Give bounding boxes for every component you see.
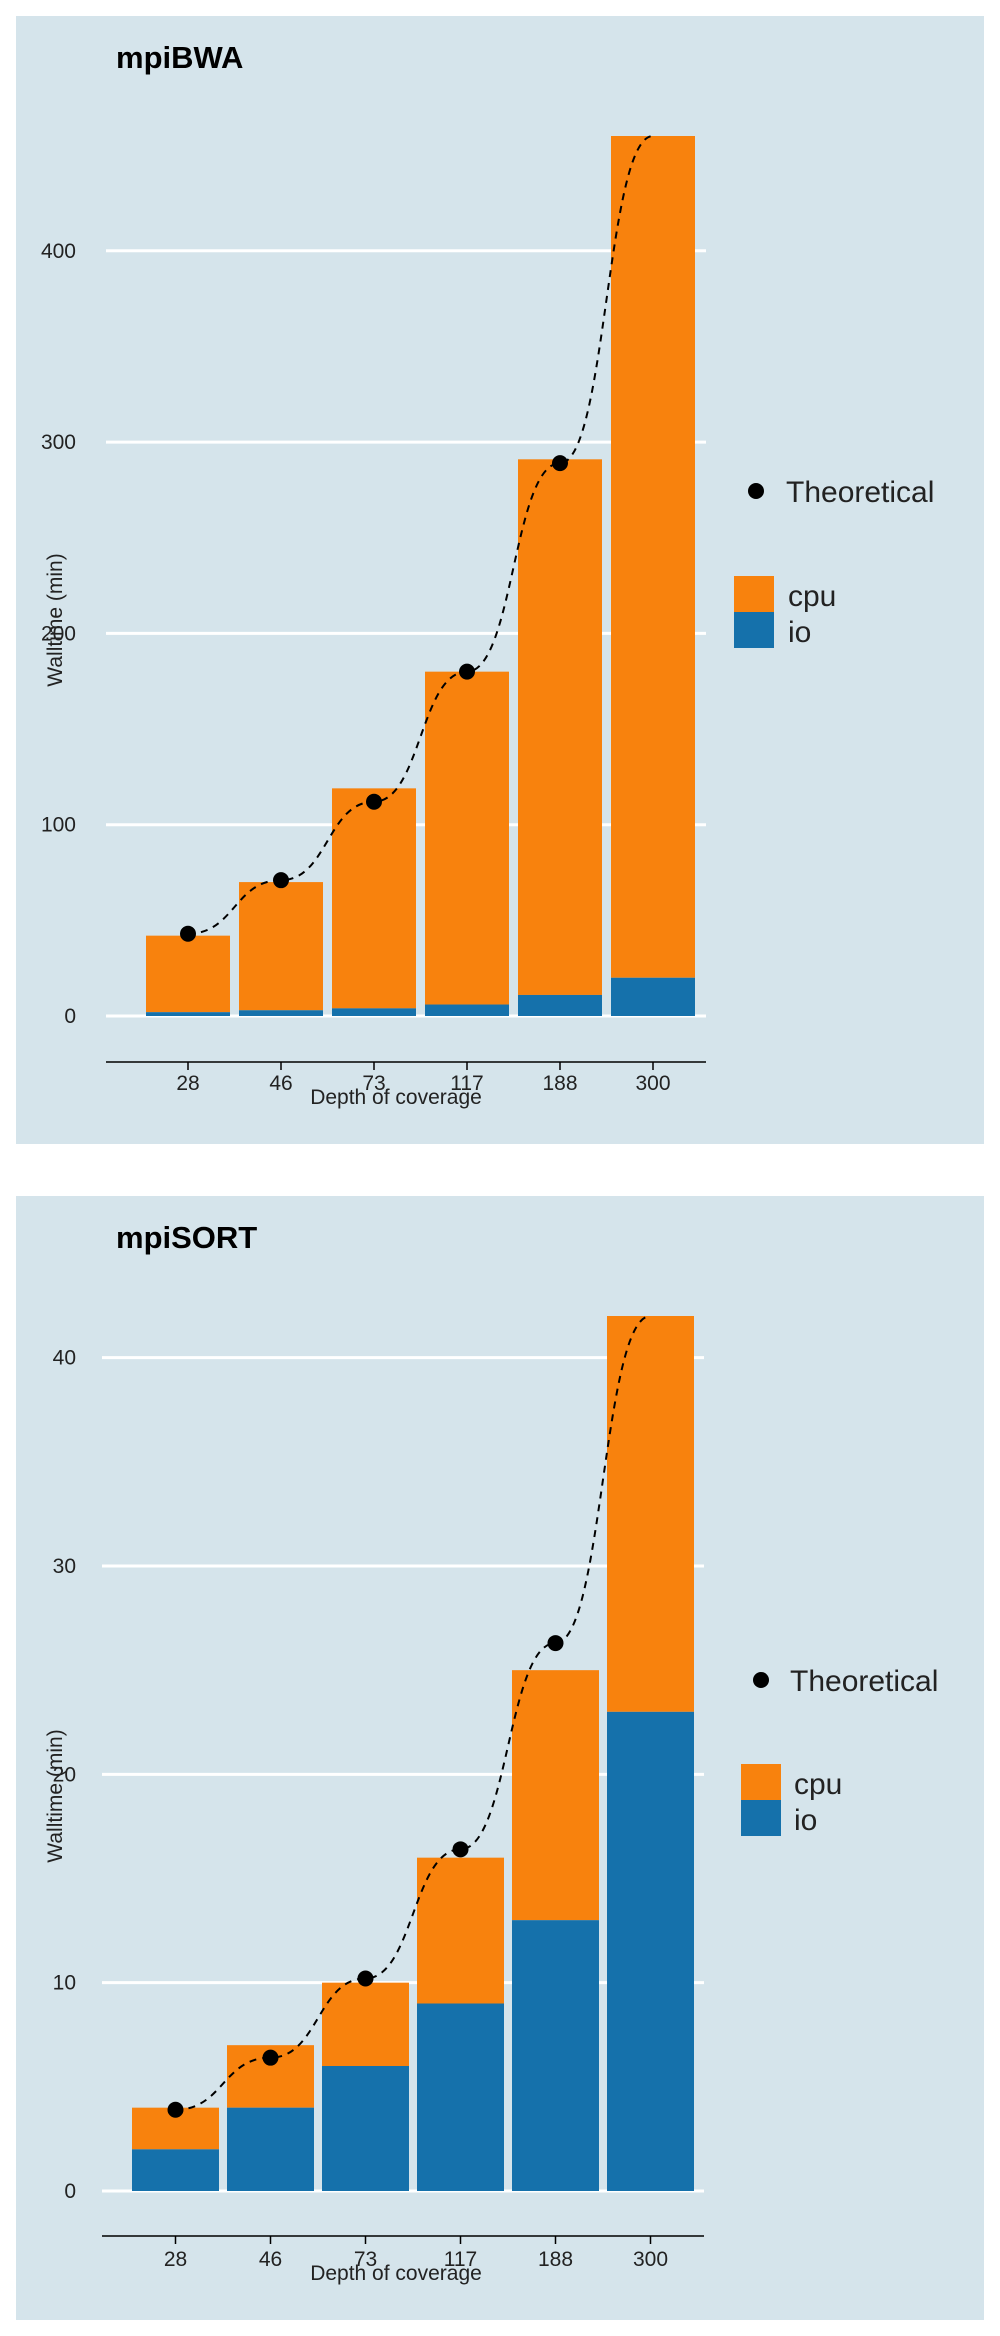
x-tick-label: 117 [444,2248,477,2271]
chart-svg-mpisort: mpiSORT Walltime (min) Depth of coverage… [44,1220,938,2285]
bar-cpu [332,788,416,1009]
x-tick-label: 46 [269,1072,292,1095]
bar-cpu [146,935,230,1013]
legend-theoretical-marker [748,483,764,499]
bar-io [611,977,695,1016]
y-tick-label: 10 [53,1972,76,1995]
bar-io [332,1008,416,1016]
theoretical-point [547,1635,564,1652]
legend-io-swatch [734,612,774,648]
x-tick-label: 188 [542,1072,577,1095]
x-tick-label: 300 [633,2248,668,2271]
bar-io [239,1010,323,1016]
y-tick-label: 300 [41,431,76,454]
y-tick-label: 0 [64,2180,76,2203]
bar-io [146,1012,230,1016]
y-tick-label: 40 [53,1347,76,1370]
bar-cpu [518,459,602,995]
legend: Theoretical cpu io [741,1665,938,1837]
bar-io [417,2003,504,2191]
bar-io [607,1711,694,2191]
chart-title: mpiBWA [116,40,243,75]
bar-cpu [611,136,695,978]
bar-io [512,1920,599,2191]
theoretical-point [273,872,289,889]
bar-cpu [512,1670,599,1921]
legend-io-label: io [794,1804,817,1837]
theoretical-point [459,663,475,680]
theoretical-point [167,2101,184,2118]
bar-io [425,1004,509,1016]
x-tick-label: 28 [176,1072,199,1095]
plot-area: 0 100 200 300 400 28 46 73 117 188 300 [41,135,706,1095]
bar-cpu [425,671,509,1005]
chart-panel-mpibwa: mpiBWA Walltime (min) Depth of coverage … [16,16,984,1144]
y-tick-label: 30 [53,1555,76,1578]
legend-cpu-swatch [734,576,774,612]
bar-io [132,2149,219,2191]
legend-io-swatch [741,1800,781,1836]
theoretical-curve [187,135,654,935]
x-tick-label: 73 [354,2248,377,2271]
y-tick-label: 200 [41,622,76,645]
bar-io [227,2107,314,2191]
y-tick-label: 400 [41,240,76,263]
chart-title: mpiSORT [116,1220,257,1255]
theoretical-point [452,1841,469,1858]
y-axis-label: Walltime (min) [44,553,67,686]
chart-svg-mpibwa: mpiBWA Walltime (min) Depth of coverage … [41,40,934,1109]
theoretical-point [180,925,196,942]
plot-area: 0 10 20 30 40 28 46 73 117 188 300 [53,1315,704,2271]
bar-cpu [322,1982,409,2066]
chart-panel-mpisort: mpiSORT Walltime (min) Depth of coverage… [16,1196,984,2320]
y-axis-label: Walltime (min) [44,1729,67,1862]
x-tick-label: 73 [362,1072,385,1095]
x-tick-label: 46 [259,2248,282,2271]
x-tick-label: 117 [450,1072,483,1095]
bar-io [518,994,602,1016]
x-tick-label: 300 [635,1072,670,1095]
x-axis-label: Depth of coverage [310,2262,482,2285]
legend-theoretical-marker [753,1672,769,1688]
legend-theoretical-label: Theoretical [790,1665,938,1698]
legend-io-label: io [788,616,811,649]
theoretical-point [552,455,568,472]
theoretical-point [357,1970,374,1987]
legend-cpu-swatch [741,1764,781,1800]
bar-cpu [239,882,323,1011]
x-tick-label: 188 [538,2248,573,2271]
y-tick-label: 20 [53,1763,76,1786]
y-tick-label: 0 [64,1005,76,1028]
bar-io [322,2066,409,2191]
legend-cpu-label: cpu [788,580,836,613]
x-tick-label: 28 [164,2248,187,2271]
bar-cpu [607,1316,694,1712]
legend-cpu-label: cpu [794,1768,842,1801]
theoretical-point [262,2049,279,2066]
y-tick-label: 100 [41,814,76,837]
legend: Theoretical cpu io [734,476,934,649]
bar-cpu [417,1857,504,2004]
theoretical-point [366,793,382,810]
x-axis-label: Depth of coverage [310,1086,482,1109]
theoretical-curve [175,1315,651,2111]
legend-theoretical-label: Theoretical [786,476,934,509]
